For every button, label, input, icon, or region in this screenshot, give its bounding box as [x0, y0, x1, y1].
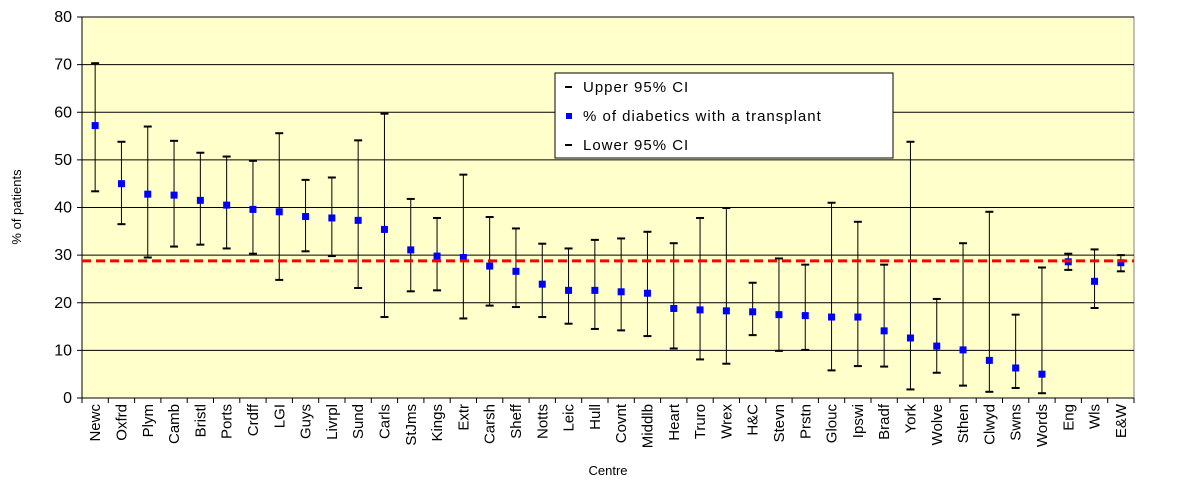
x-tick-label: Covnt	[613, 403, 630, 443]
point	[959, 346, 967, 354]
point	[1091, 277, 1099, 285]
point	[407, 246, 415, 254]
point	[380, 225, 388, 233]
x-tick-label: LGI	[271, 404, 288, 428]
point	[354, 216, 362, 224]
point	[775, 311, 783, 319]
x-tick-label: Sheff	[508, 403, 525, 439]
x-tick-label: Leic	[561, 404, 578, 432]
x-tick-label: Carls	[376, 404, 393, 439]
y-tick-label: 60	[54, 104, 72, 121]
x-tick-label: E&W	[1113, 403, 1130, 438]
point	[249, 205, 257, 213]
x-tick-label: Extr	[455, 404, 472, 431]
point	[1012, 364, 1020, 372]
point	[696, 306, 704, 314]
legend-swatch	[566, 113, 572, 119]
x-tick-label: Notts	[534, 404, 551, 439]
point	[749, 308, 757, 316]
legend-label: Upper 95% CI	[583, 79, 689, 96]
point	[302, 213, 310, 221]
point	[880, 327, 888, 335]
x-tick-label: Oxfrd	[113, 404, 130, 441]
x-tick-label: Hull	[587, 404, 604, 430]
x-tick-label: Sund	[350, 404, 367, 439]
x-tick-label: Middlb	[639, 404, 656, 448]
x-tick-label: Camb	[166, 404, 183, 444]
point	[117, 180, 125, 188]
x-tick-label: Ipswi	[850, 404, 867, 438]
point	[722, 307, 730, 315]
x-tick-label: Crdff	[245, 403, 262, 436]
x-axis-label: Centre	[588, 463, 627, 478]
x-tick-label: Truro	[692, 404, 709, 439]
point	[196, 196, 204, 204]
point	[670, 304, 678, 312]
y-tick-label: 10	[54, 342, 72, 359]
point	[223, 201, 231, 209]
point	[801, 312, 809, 320]
point	[617, 288, 625, 296]
x-tick-label: Glouc	[824, 404, 841, 444]
x-tick-label: Wolve	[929, 404, 946, 445]
point	[433, 252, 441, 260]
point	[91, 122, 99, 130]
point	[144, 190, 152, 198]
point	[1117, 259, 1125, 267]
point	[486, 262, 494, 270]
x-tick-label: Bradf	[876, 403, 893, 440]
x-tick-label: York	[902, 404, 919, 434]
point	[538, 280, 546, 288]
x-tick-label: H&C	[745, 404, 762, 436]
x-tick-label: Sthen	[955, 404, 972, 443]
point	[565, 286, 573, 294]
point	[275, 208, 283, 216]
point	[906, 334, 914, 342]
y-tick-label: 50	[54, 152, 72, 169]
y-tick-label: 40	[54, 200, 72, 217]
legend-box	[554, 72, 894, 159]
x-tick-label: StJms	[403, 404, 420, 446]
point	[933, 342, 941, 350]
y-tick-label: 0	[63, 390, 72, 407]
y-tick-label: 30	[54, 247, 72, 264]
x-tick-label: Kings	[429, 404, 446, 442]
x-tick-label: Ports	[219, 404, 236, 439]
x-tick-label: Wrex	[718, 404, 735, 439]
x-tick-label: Carsh	[482, 404, 499, 444]
point	[854, 313, 862, 321]
x-tick-label: Swns	[1008, 404, 1025, 441]
x-tick-label: Guys	[298, 404, 315, 439]
y-tick-label: 80	[54, 9, 72, 26]
legend-label: Lower 95% CI	[583, 137, 689, 154]
point	[170, 191, 178, 199]
y-axis-label: % of patients	[9, 169, 24, 245]
point	[828, 313, 836, 321]
x-tick-label: Plym	[140, 404, 157, 437]
x-tick-label: Bristl	[192, 404, 209, 437]
point	[512, 267, 520, 275]
x-tick-label: Wls	[1087, 404, 1104, 429]
x-tick-label: Words	[1034, 404, 1051, 447]
point	[643, 289, 651, 297]
x-tick-label: Stevn	[771, 404, 788, 442]
y-tick-label: 70	[54, 57, 72, 74]
x-tick-label: Newc	[87, 404, 104, 442]
x-tick-label: Heart	[666, 403, 683, 441]
legend: Upper 95% CI % of diabetics with a transp…	[554, 72, 894, 159]
x-tick-label: Prstn	[797, 404, 814, 439]
x-tick-label: Eng	[1060, 404, 1077, 431]
point	[328, 214, 336, 222]
legend-label: % of diabetics with a transplant	[583, 108, 822, 125]
point	[459, 254, 467, 262]
x-tick-label: Clwyd	[981, 404, 998, 445]
y-tick-label: 20	[54, 295, 72, 312]
x-tick-label: Livrpl	[324, 404, 341, 440]
point	[1038, 370, 1046, 378]
point	[591, 286, 599, 294]
point	[985, 356, 993, 364]
